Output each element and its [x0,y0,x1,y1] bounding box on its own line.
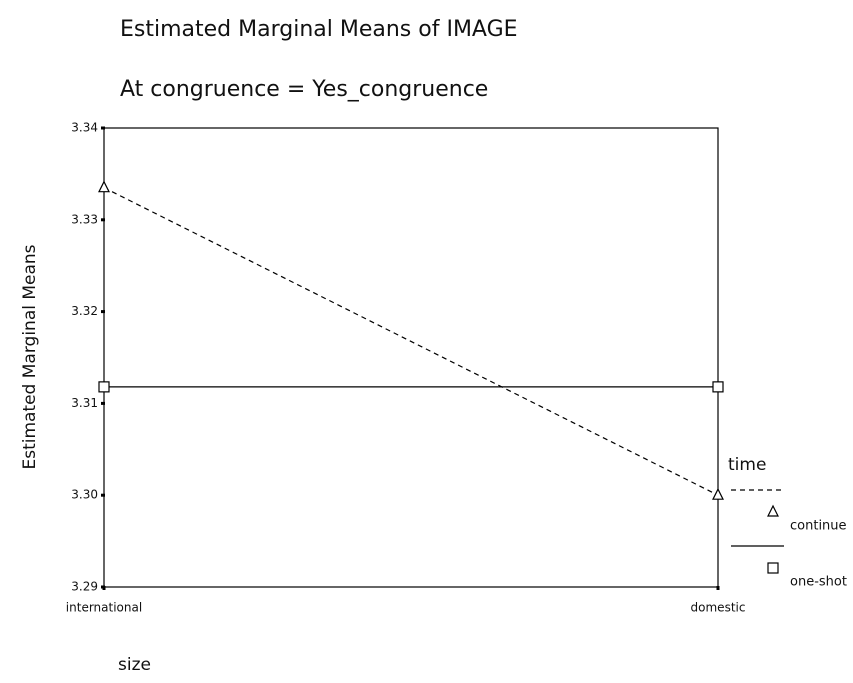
marker [713,489,723,499]
x-tick-label: domestic [691,601,746,615]
y-tick-label: 3.33 [71,212,98,226]
y-tick-label: 3.31 [71,396,98,410]
legend-marker [768,563,778,573]
plot-frame [104,128,718,587]
y-tick-label: 3.34 [71,121,98,135]
marker [713,382,723,392]
y-tick-label: 3.30 [71,488,98,502]
legend-title: time [728,455,766,475]
marker [99,382,109,392]
y-tick-label: 3.32 [71,304,98,318]
x-axis-label: size [118,655,151,675]
chart-title: Estimated Marginal Means of IMAGE [120,17,518,42]
x-tick-label: international [66,601,142,615]
legend-label: continue [790,519,847,534]
series-line [104,188,718,496]
chart: Estimated Marginal Means of IMAGE At con… [0,0,853,683]
legend-label: one-shot [790,575,847,590]
marker [99,182,109,192]
legend-marker [768,506,778,516]
y-axis-label: Estimated Marginal Means [20,244,40,469]
y-tick-label: 3.29 [71,580,98,594]
chart-subtitle: At congruence = Yes_congruence [120,77,488,102]
